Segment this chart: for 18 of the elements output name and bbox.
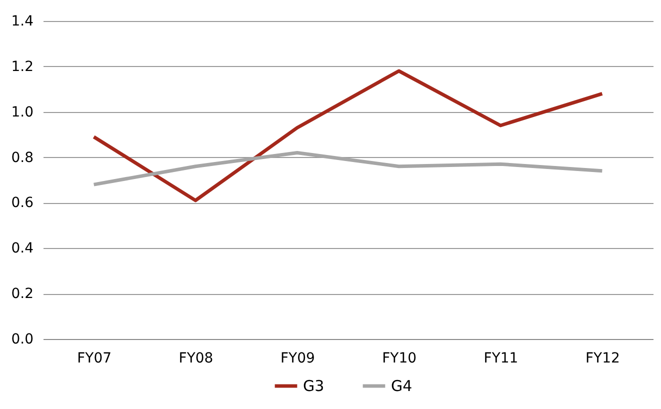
y-tick-label: 0.4 [11, 240, 34, 257]
y-tick-label: 1.2 [11, 58, 34, 75]
y-tick-label: 0.6 [11, 195, 34, 212]
legend-label: G3 [303, 377, 324, 395]
x-tick-label: FY08 [178, 350, 214, 366]
x-tick-label: FY07 [77, 350, 112, 366]
x-tick-label: FY12 [585, 350, 620, 366]
y-tick-label: 1.0 [11, 104, 34, 120]
legend-label: G4 [391, 377, 412, 395]
line-series [92, 150, 604, 186]
y-tick-label: 0.8 [11, 150, 34, 166]
x-tick-label: FY09 [280, 350, 315, 366]
line-series [92, 69, 604, 202]
y-tick-label: 1.4 [11, 14, 34, 30]
y-tick-label: 0.0 [11, 332, 34, 348]
x-tick-label: FY10 [382, 350, 417, 366]
x-tick-label: FY11 [484, 350, 518, 366]
y-tick-label: 0.2 [11, 286, 34, 302]
